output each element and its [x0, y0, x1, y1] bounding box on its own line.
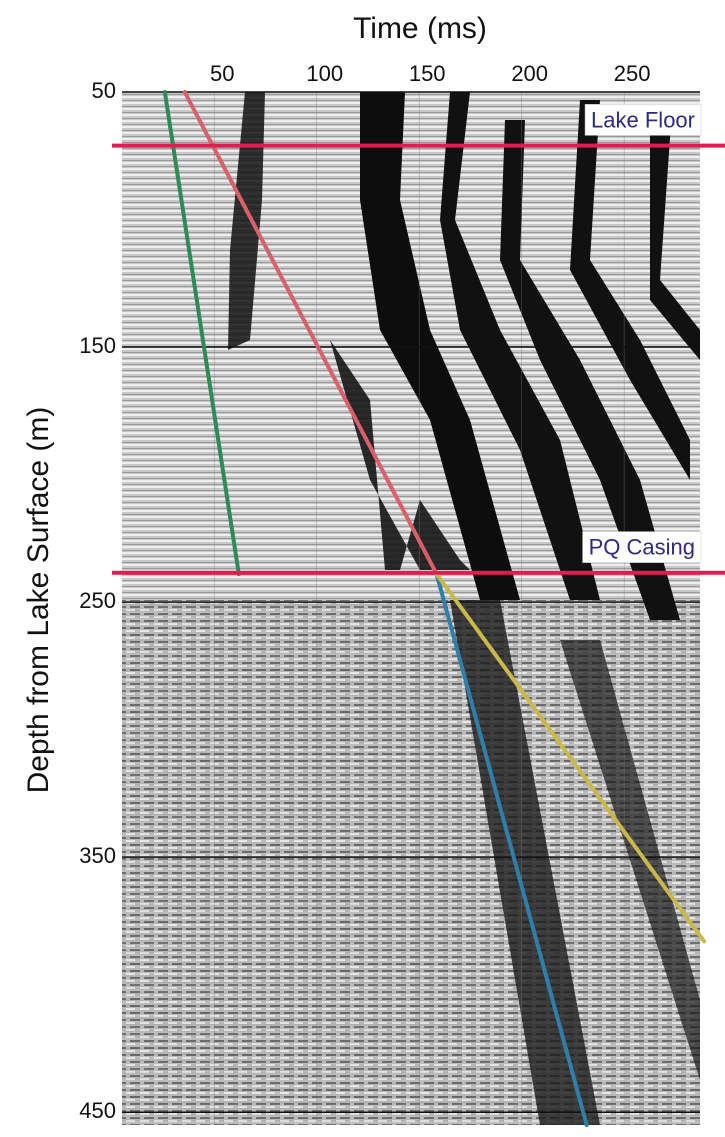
annotation-label: Lake Floor — [591, 107, 695, 132]
y-axis-title: Depth from Lake Surface (m) — [22, 407, 55, 794]
y-tick-label: 250 — [79, 588, 116, 613]
x-tick-label: 250 — [614, 61, 651, 86]
x-tick-label: 50 — [210, 61, 234, 86]
y-tick-label: 450 — [79, 1098, 116, 1123]
seismic-background — [122, 92, 700, 1125]
series-line — [434, 572, 589, 1127]
x-axis-title: Time (ms) — [353, 12, 487, 45]
y-tick-label: 150 — [79, 333, 116, 358]
y-tick-label: 50 — [92, 78, 116, 103]
x-tick-label: 100 — [306, 61, 343, 86]
annotation-box — [582, 531, 702, 563]
annotation-box — [584, 104, 702, 136]
series-line — [162, 90, 241, 577]
series-line — [434, 572, 707, 944]
x-tick-label: 200 — [511, 61, 548, 86]
series-line — [182, 90, 439, 577]
x-tick-label: 150 — [409, 61, 446, 86]
y-tick-label: 350 — [79, 843, 116, 868]
annotation-label: PQ Casing — [589, 535, 695, 560]
